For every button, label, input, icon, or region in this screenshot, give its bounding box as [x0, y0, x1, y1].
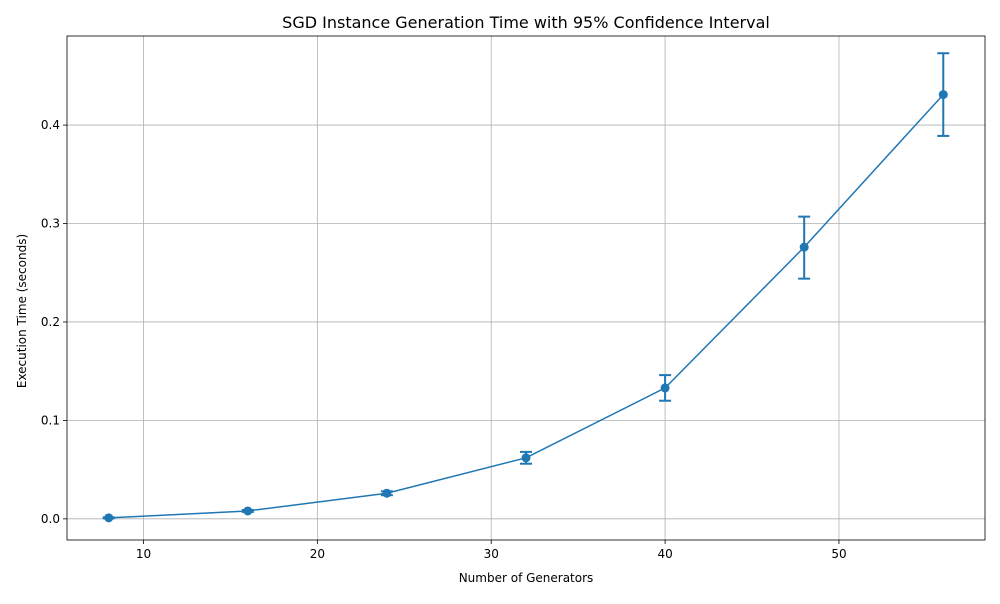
- axes-layer: 10 20 30 40 50 0.0 0.1 0.2 0.3 0.4: [41, 35, 986, 561]
- x-tick-label: 10: [136, 547, 151, 561]
- data-point: [382, 488, 392, 498]
- chart-title: SGD Instance Generation Time with 95% Co…: [282, 13, 770, 32]
- y-tick-label: 0.4: [41, 118, 60, 132]
- y-tick-label: 0.0: [41, 512, 60, 526]
- data-point: [521, 453, 531, 463]
- x-tick-label: 30: [484, 547, 499, 561]
- y-tick-label: 0.2: [41, 315, 60, 329]
- grid-layer: [67, 36, 985, 540]
- y-tick-label: 0.3: [41, 217, 60, 231]
- y-tick-label: 0.1: [41, 413, 60, 427]
- data-layer: [102, 52, 950, 523]
- y-axis-label: Execution Time (seconds): [15, 234, 29, 388]
- data-point: [799, 242, 809, 252]
- x-tick-label: 50: [831, 547, 846, 561]
- data-point: [938, 90, 948, 100]
- plot-frame: [66, 35, 986, 541]
- data-point: [104, 513, 114, 523]
- x-tick-label: 40: [657, 547, 672, 561]
- data-point: [243, 506, 253, 516]
- x-axis-label: Number of Generators: [459, 571, 594, 585]
- x-tick-label: 20: [310, 547, 325, 561]
- data-point: [660, 383, 670, 393]
